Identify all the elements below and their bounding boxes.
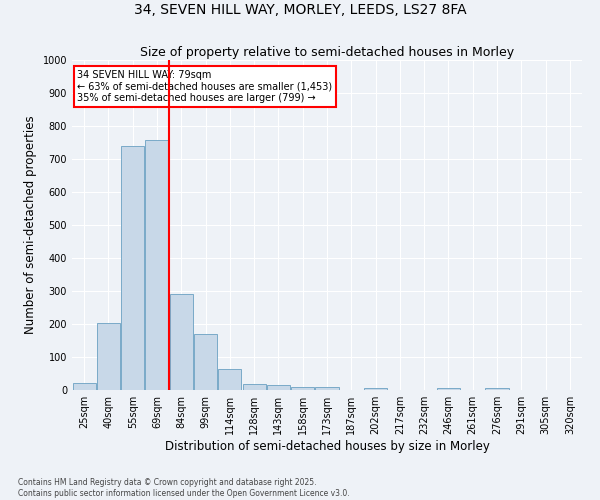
Bar xyxy=(194,334,217,390)
Bar xyxy=(242,384,266,390)
Bar xyxy=(364,388,387,390)
Bar xyxy=(316,386,338,390)
Text: 34, SEVEN HILL WAY, MORLEY, LEEDS, LS27 8FA: 34, SEVEN HILL WAY, MORLEY, LEEDS, LS27 … xyxy=(134,2,466,16)
Text: Contains HM Land Registry data © Crown copyright and database right 2025.
Contai: Contains HM Land Registry data © Crown c… xyxy=(18,478,350,498)
X-axis label: Distribution of semi-detached houses by size in Morley: Distribution of semi-detached houses by … xyxy=(164,440,490,453)
Y-axis label: Number of semi-detached properties: Number of semi-detached properties xyxy=(24,116,37,334)
Title: Size of property relative to semi-detached houses in Morley: Size of property relative to semi-detach… xyxy=(140,46,514,59)
Bar xyxy=(97,324,120,390)
Bar xyxy=(145,140,169,390)
Bar xyxy=(218,368,241,390)
Bar xyxy=(121,146,144,390)
Bar xyxy=(170,294,193,390)
Bar xyxy=(485,388,509,390)
Bar xyxy=(291,386,314,390)
Text: 34 SEVEN HILL WAY: 79sqm
← 63% of semi-detached houses are smaller (1,453)
35% o: 34 SEVEN HILL WAY: 79sqm ← 63% of semi-d… xyxy=(77,70,332,103)
Bar xyxy=(267,386,290,390)
Bar xyxy=(437,388,460,390)
Bar xyxy=(73,382,95,390)
